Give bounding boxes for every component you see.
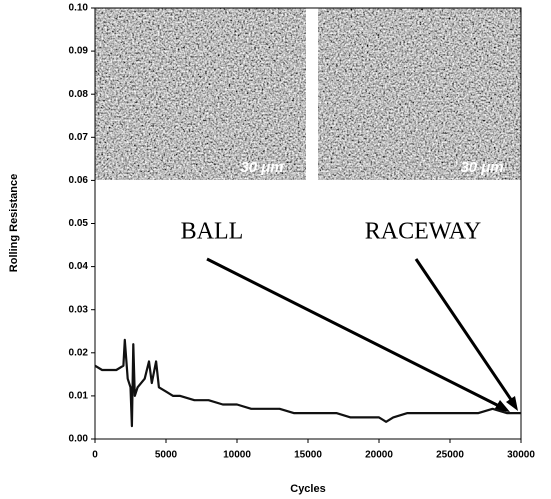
x-tick-label: 30000: [507, 450, 535, 461]
annotation: BALL: [181, 219, 244, 245]
y-tick-label: 0.09: [69, 46, 89, 57]
y-tick-label: 0.03: [69, 304, 89, 315]
annotation: RACEWAY: [365, 219, 481, 245]
x-axis-label: Cycles: [290, 483, 325, 495]
x-tick-label: 25000: [436, 450, 464, 461]
arrow-head: [494, 400, 510, 412]
micrograph: [95, 8, 306, 180]
scale-bar-label: 30 μm: [460, 159, 503, 176]
x-tick-label: 20000: [365, 450, 393, 461]
arrow-head: [506, 396, 518, 411]
y-tick-label: 0.10: [69, 3, 89, 14]
x-tick-label: 0: [92, 450, 98, 461]
x-tick-label: 5000: [155, 450, 178, 461]
y-tick-label: 0.06: [69, 175, 89, 186]
y-tick-label: 0.00: [69, 434, 89, 445]
y-axis-label: Rolling Resistance: [8, 174, 20, 272]
arrow: [414, 258, 516, 405]
scale-bar-label: 30 μm: [240, 159, 283, 176]
y-tick-label: 0.08: [69, 89, 89, 100]
x-tick-label: 10000: [223, 450, 251, 461]
x-tick-label: 15000: [294, 450, 322, 461]
y-tick-label: 0.02: [69, 347, 89, 358]
y-tick-label: 0.04: [69, 261, 89, 272]
arrow: [206, 257, 504, 410]
y-tick-label: 0.05: [69, 218, 89, 229]
y-tick-label: 0.07: [69, 132, 89, 143]
micrograph: [318, 8, 521, 180]
data-line: [94, 338, 521, 428]
y-tick-label: 0.01: [69, 391, 89, 402]
